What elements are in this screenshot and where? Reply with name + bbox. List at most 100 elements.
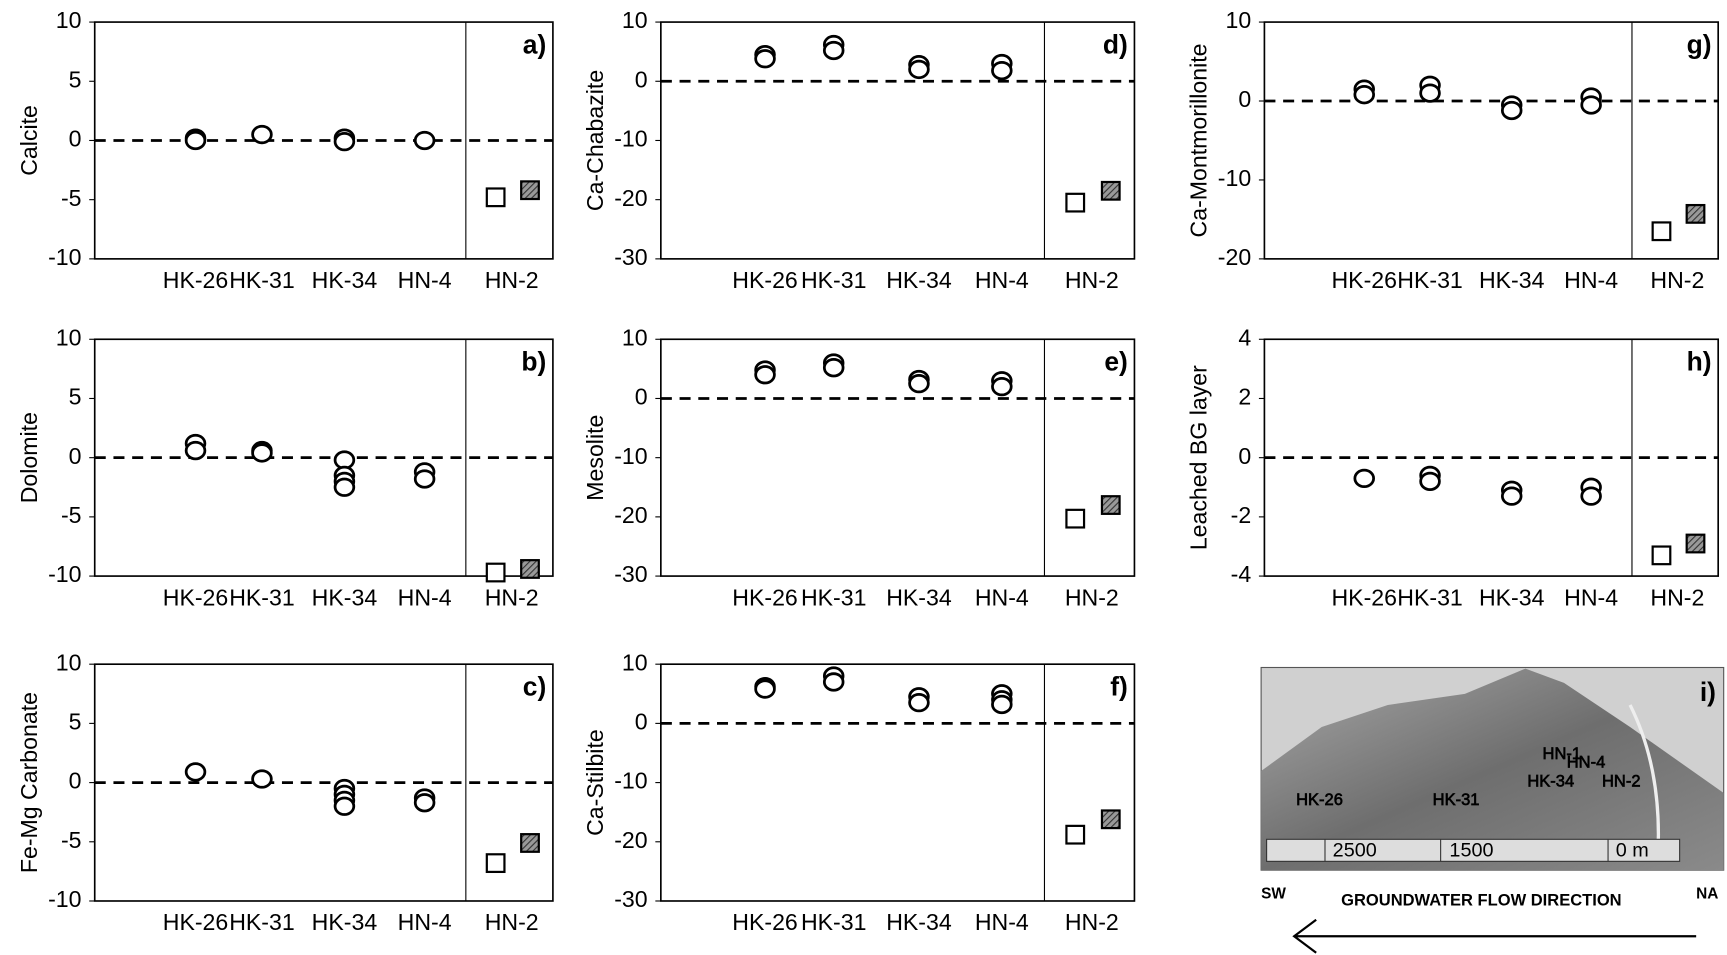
well-label: HN-4	[1567, 753, 1606, 772]
x-tick-label: HK-34	[886, 584, 952, 610]
square-marker	[1102, 496, 1120, 514]
y-tick-label: -4	[1231, 561, 1252, 587]
y-tick-label: 0	[1238, 443, 1251, 469]
y-axis-label: Ca-Stilbite	[582, 729, 608, 836]
y-tick-label: -20	[614, 827, 647, 853]
circle-marker	[756, 51, 775, 68]
y-tick-label: -10	[614, 768, 647, 794]
circle-marker	[1582, 488, 1601, 505]
y-tick-label: -10	[48, 886, 81, 912]
y-tick-label: -5	[61, 827, 82, 853]
x-tick-label: HK-26	[1331, 267, 1397, 293]
circle-marker	[756, 367, 775, 384]
x-tick-label: HK-31	[1397, 267, 1463, 293]
circle-marker	[186, 442, 205, 459]
square-marker	[1102, 810, 1120, 828]
x-tick-label: HN-2	[1065, 267, 1119, 293]
square-marker	[487, 188, 505, 206]
x-tick-label: HN-4	[1564, 584, 1618, 610]
circle-marker	[1421, 85, 1440, 102]
circle-marker	[1582, 97, 1601, 114]
square-marker	[1102, 182, 1120, 200]
y-tick-label: -5	[61, 185, 82, 211]
y-tick-label: -30	[614, 244, 647, 270]
y-axis-label: Fe-Mg Carbonate	[16, 692, 42, 873]
x-tick-label: HN-4	[398, 584, 452, 610]
circle-marker	[415, 794, 434, 811]
circle-marker	[415, 132, 434, 149]
square-marker	[521, 834, 539, 852]
circle-marker	[992, 378, 1011, 395]
circle-marker	[1502, 102, 1521, 119]
y-axis-label: Ca-Chabazite	[582, 70, 608, 211]
y-axis-label: Calcite	[16, 105, 42, 176]
square-marker	[1653, 547, 1671, 565]
y-tick-label: 2	[1238, 384, 1251, 410]
x-tick-label: HK-31	[801, 584, 867, 610]
y-axis-label: Leached BG layer	[1186, 365, 1212, 550]
y-tick-label: -20	[614, 185, 647, 211]
circle-marker	[186, 764, 205, 781]
square-marker	[521, 560, 539, 578]
x-tick-label: HN-4	[398, 909, 452, 935]
panel-label: a)	[523, 29, 547, 59]
x-tick-label: HK-26	[1331, 584, 1397, 610]
circle-marker	[1355, 470, 1374, 487]
y-axis-label: Ca-Montmorillonite	[1186, 44, 1212, 238]
plot-frame	[661, 22, 1135, 259]
y-tick-label: -20	[1218, 244, 1251, 270]
y-axis-label: Dolomite	[16, 412, 42, 503]
y-tick-label: 0	[635, 66, 648, 92]
panel-label: f)	[1110, 671, 1128, 701]
y-tick-label: 4	[1238, 324, 1251, 350]
circle-marker	[910, 375, 929, 392]
circle-marker	[335, 133, 354, 150]
square-marker	[1066, 194, 1084, 212]
square-marker	[1687, 205, 1705, 223]
circle-marker	[335, 479, 354, 496]
circle-marker	[253, 771, 272, 788]
y-tick-label: -10	[1218, 165, 1251, 191]
circle-marker	[910, 694, 929, 711]
x-tick-label: HN-4	[975, 584, 1029, 610]
y-tick-label: -30	[614, 886, 647, 912]
y-tick-label: 10	[622, 7, 648, 33]
x-tick-label: HK-31	[229, 267, 295, 293]
panel-label: d)	[1103, 29, 1128, 59]
x-tick-label: HN-2	[1065, 909, 1119, 935]
y-tick-label: 10	[1225, 7, 1251, 33]
y-tick-label: 10	[56, 7, 82, 33]
y-tick-label: 0	[69, 126, 82, 152]
x-tick-label: HK-26	[163, 584, 229, 610]
flow-arrow	[1294, 920, 1696, 953]
x-tick-label: HN-2	[1650, 267, 1704, 293]
y-tick-label: 5	[69, 708, 82, 734]
direction-left: SW	[1261, 885, 1286, 902]
y-tick-label: -2	[1231, 502, 1252, 528]
circle-marker	[253, 445, 272, 462]
x-tick-label: HN-4	[1564, 267, 1618, 293]
x-tick-label: HK-34	[1479, 267, 1545, 293]
x-tick-label: HK-34	[312, 267, 378, 293]
y-axis-label: Mesolite	[582, 415, 608, 501]
scale-label: 1500	[1449, 840, 1493, 862]
y-tick-label: 0	[1238, 86, 1251, 112]
circle-marker	[992, 696, 1011, 713]
y-tick-label: -10	[48, 244, 81, 270]
y-tick-label: 0	[635, 708, 648, 734]
square-marker	[487, 854, 505, 872]
direction-right: NA	[1696, 885, 1718, 902]
square-marker	[1687, 535, 1705, 553]
plot-frame	[661, 664, 1135, 901]
circle-marker	[992, 62, 1011, 79]
panel-label: h)	[1687, 346, 1712, 376]
x-tick-label: HK-26	[732, 267, 798, 293]
x-tick-label: HN-4	[975, 909, 1029, 935]
circle-marker	[415, 471, 434, 488]
x-tick-label: HK-31	[801, 909, 867, 935]
x-tick-label: HN-4	[398, 267, 452, 293]
circle-marker	[335, 798, 354, 815]
panel-label: e)	[1104, 346, 1128, 376]
x-tick-label: HK-26	[163, 909, 229, 935]
x-tick-label: HK-31	[229, 909, 295, 935]
